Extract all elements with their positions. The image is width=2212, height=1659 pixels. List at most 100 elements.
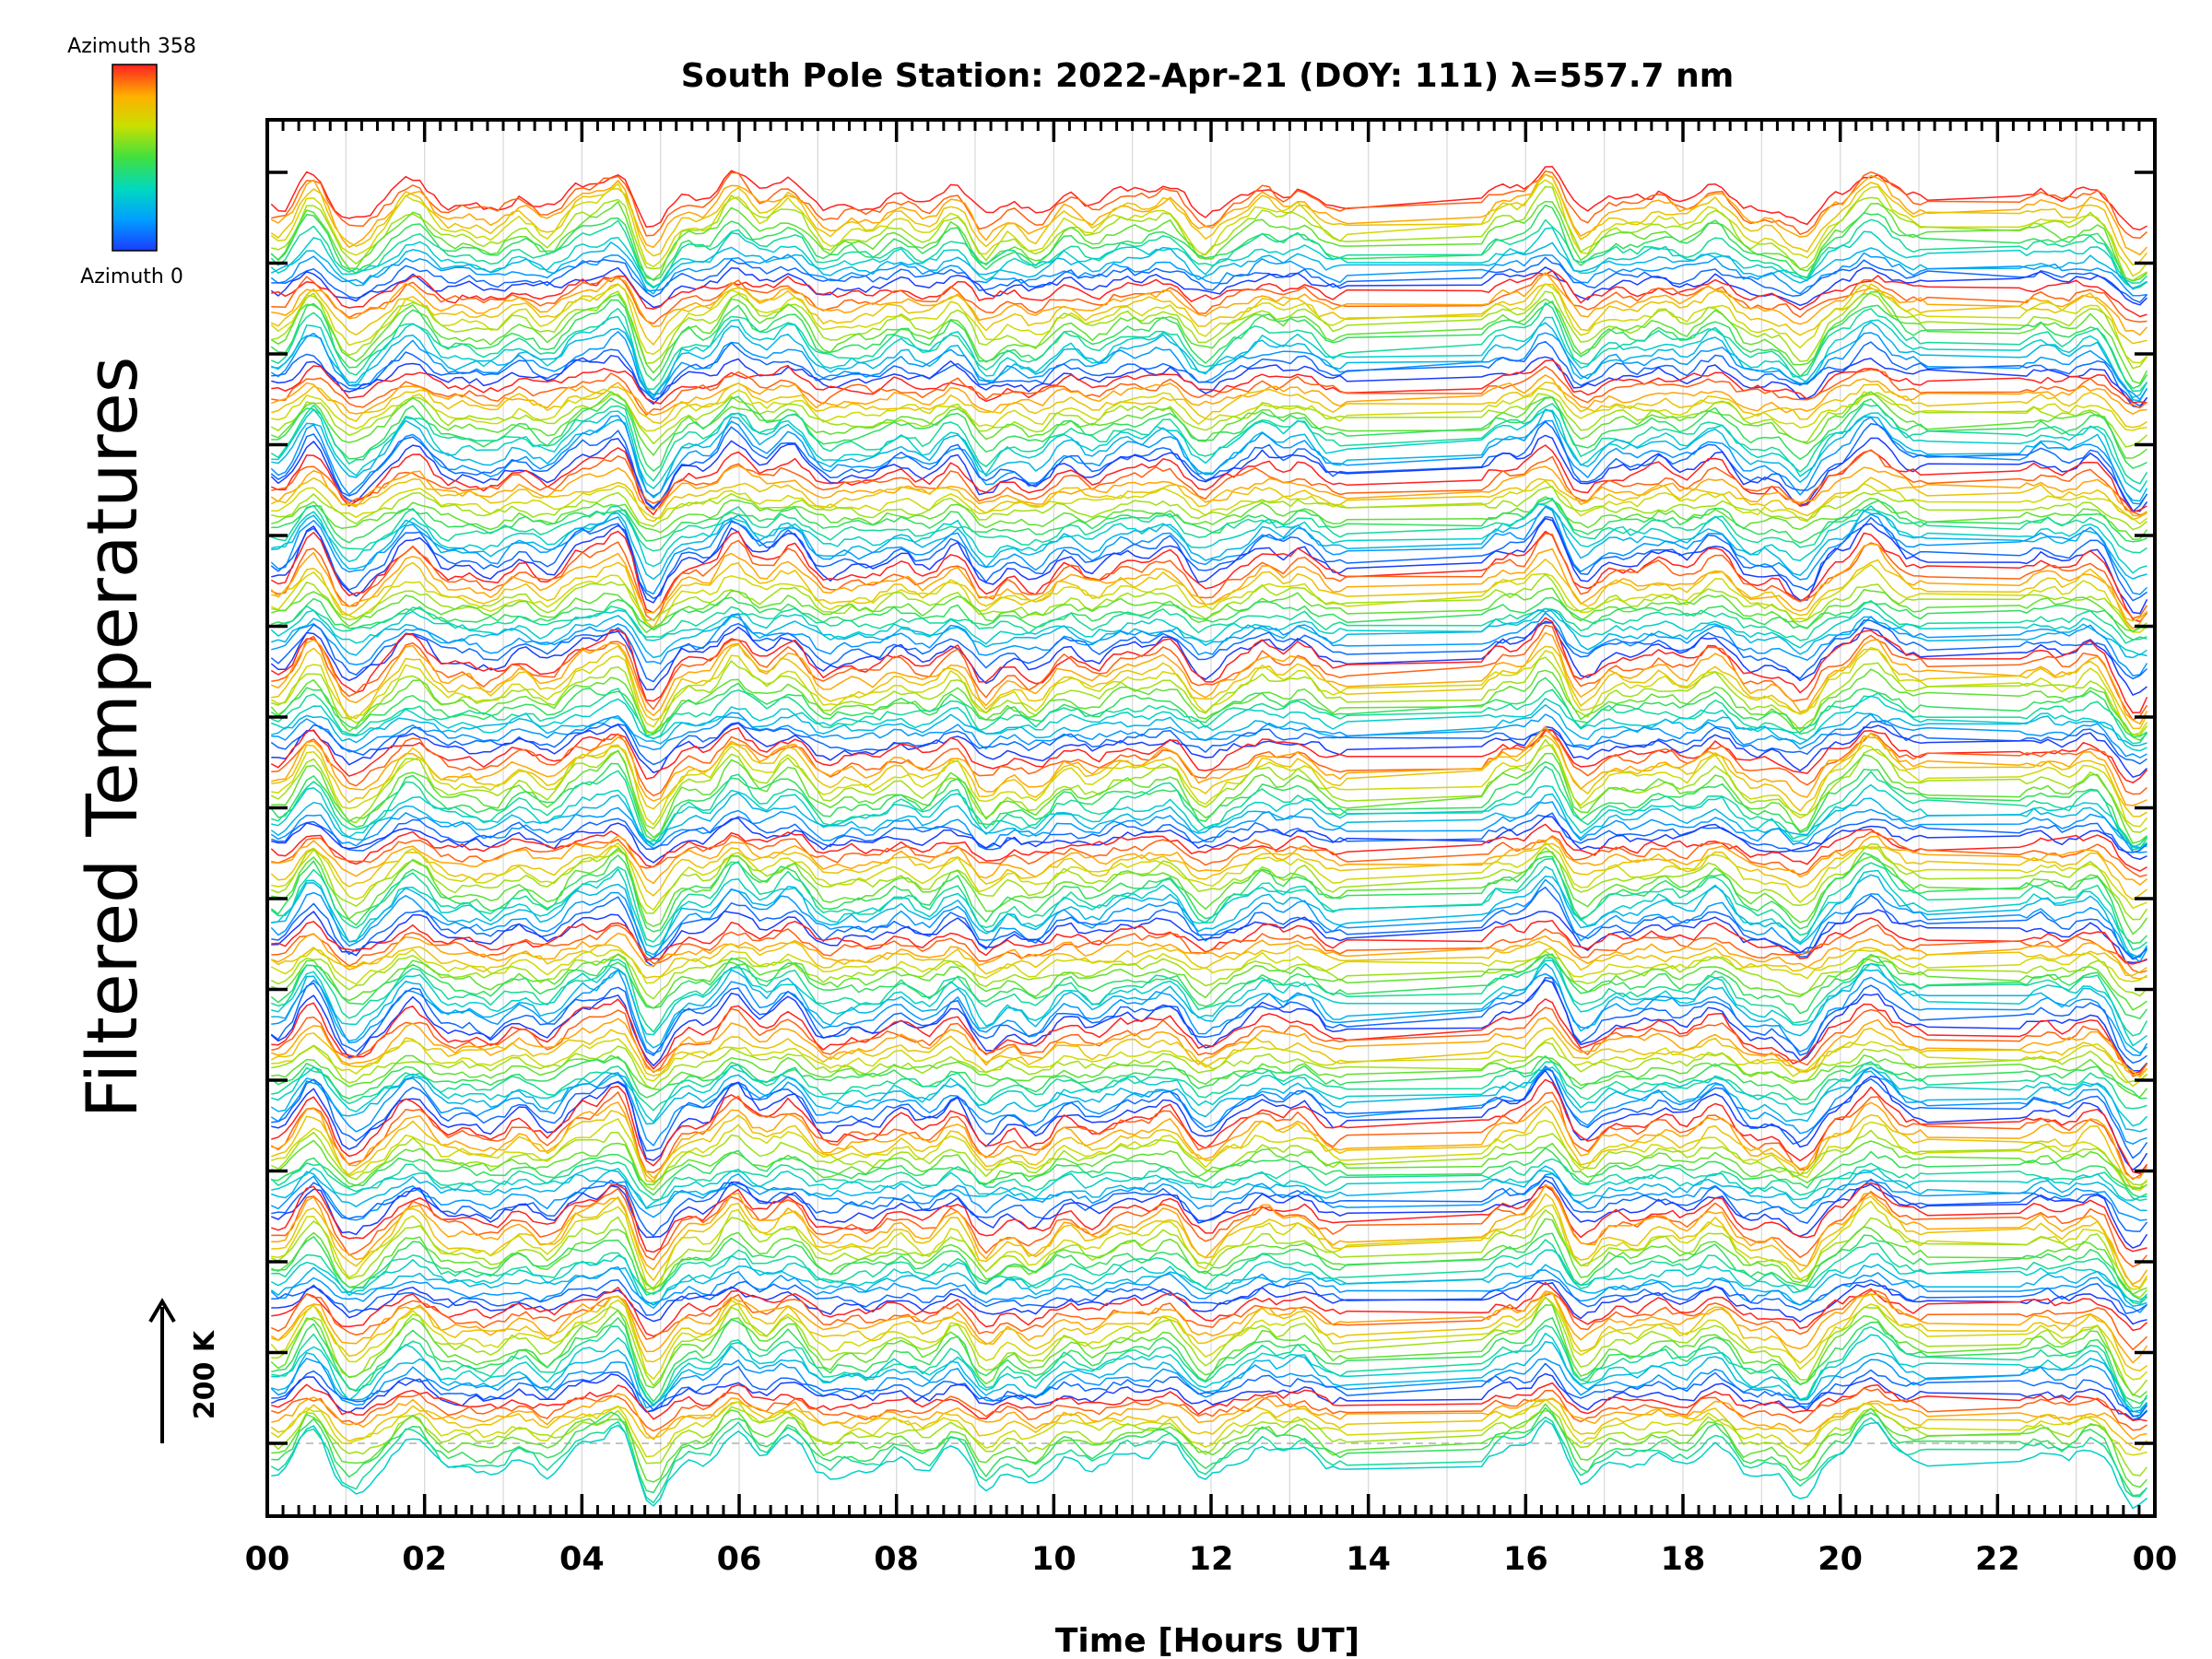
colorbar-top-label: Azimuth 358 xyxy=(67,35,196,58)
series-line xyxy=(271,1341,2148,1418)
series-line xyxy=(270,283,2148,364)
series-line xyxy=(271,1037,2148,1088)
series-line xyxy=(271,1017,2148,1077)
series-line xyxy=(271,1139,2147,1190)
series-line xyxy=(271,830,2147,877)
series-line xyxy=(270,166,2147,231)
series-line xyxy=(270,283,2147,346)
series-line xyxy=(271,301,2148,393)
series-line xyxy=(271,932,2147,980)
series-line xyxy=(270,415,2148,505)
x-tick-label: 10 xyxy=(1031,1541,1077,1578)
series-line xyxy=(271,744,2148,828)
series-line xyxy=(271,835,2147,886)
series-line xyxy=(271,765,2148,848)
series-line xyxy=(271,1387,2147,1432)
series-line xyxy=(271,962,2147,1054)
series-line xyxy=(270,842,2147,900)
series-line xyxy=(270,290,2148,384)
x-tick-label: 00 xyxy=(2133,1541,2178,1578)
series-line xyxy=(271,517,2148,615)
series-line xyxy=(270,1172,2147,1221)
series-line xyxy=(271,1200,2148,1291)
series-line xyxy=(270,940,2147,979)
series-line xyxy=(270,266,2148,309)
series-line xyxy=(270,620,2147,696)
series-line xyxy=(271,395,2147,472)
series-line xyxy=(271,1166,2147,1209)
series-line xyxy=(271,733,2147,818)
series-line xyxy=(271,712,2147,759)
series-line xyxy=(271,1218,2147,1296)
series-line xyxy=(270,477,2147,523)
series-line xyxy=(271,688,2148,745)
series-line xyxy=(271,496,2148,541)
series-line xyxy=(271,1165,2147,1212)
colorbar-bottom-label: Azimuth 0 xyxy=(80,265,183,288)
series-line xyxy=(270,530,2148,623)
x-tick-label: 02 xyxy=(402,1541,447,1578)
series-line xyxy=(270,760,2148,851)
scale-bar: 200 K xyxy=(148,1298,221,1443)
series-line xyxy=(271,449,2147,516)
series-line xyxy=(271,408,2148,502)
y-axis-label: Filtered Temperatures xyxy=(71,357,153,1119)
series-line xyxy=(271,391,2147,459)
series-line xyxy=(271,841,2147,912)
series-line xyxy=(271,612,2148,677)
series-line xyxy=(270,1406,2148,1477)
series-line xyxy=(270,179,2148,277)
series-line xyxy=(271,269,2147,318)
series-line xyxy=(270,852,2148,945)
series-line xyxy=(271,631,2148,725)
x-tick-label: 04 xyxy=(559,1541,605,1578)
series-line xyxy=(271,1041,2147,1090)
series-line xyxy=(270,200,2147,282)
series-line xyxy=(270,403,2148,485)
series-line xyxy=(271,1317,2147,1405)
series-line xyxy=(271,1193,2148,1288)
series-line xyxy=(271,1182,2147,1253)
series-line xyxy=(271,959,2147,1047)
colorbar-gradient xyxy=(112,64,158,252)
series-line xyxy=(271,1278,2147,1316)
series-line xyxy=(271,1064,2148,1127)
series-line xyxy=(270,241,2147,295)
series-line xyxy=(271,643,2148,730)
series-line xyxy=(271,1175,2148,1237)
scale-bar-label: 200 K xyxy=(189,1329,221,1419)
series-line xyxy=(270,515,2147,602)
series-line xyxy=(271,749,2147,844)
series-group xyxy=(270,166,2148,1510)
series-line xyxy=(270,720,2147,766)
series-line xyxy=(270,668,2148,741)
series-line xyxy=(271,1296,2148,1396)
series-line xyxy=(271,1100,2148,1182)
x-tick-label: 08 xyxy=(874,1541,919,1578)
series-line xyxy=(270,677,2147,738)
series-line xyxy=(271,498,2147,554)
series-line xyxy=(270,823,2147,872)
series-line xyxy=(271,1147,2147,1198)
series-line xyxy=(271,909,2147,968)
x-tick-label: 14 xyxy=(1346,1541,1391,1578)
series-line xyxy=(270,173,2148,266)
series-line xyxy=(271,185,2147,282)
series-line xyxy=(271,874,2148,959)
series-line xyxy=(271,290,2148,370)
series-line xyxy=(271,408,2148,493)
series-line xyxy=(271,783,2147,851)
x-tick-label: 22 xyxy=(1975,1541,2020,1578)
x-tick-label: 00 xyxy=(245,1541,290,1578)
series-line xyxy=(271,503,2147,574)
series-line xyxy=(271,1068,2148,1159)
series-line xyxy=(270,1289,2148,1351)
series-line xyxy=(270,506,2148,595)
series-line xyxy=(271,865,2147,959)
chart-title: South Pole Station: 2022-Apr-21 (DOY: 11… xyxy=(681,57,1735,95)
series-line xyxy=(271,1324,2148,1409)
series-line xyxy=(271,1232,2147,1300)
series-line xyxy=(270,619,2148,683)
series-line xyxy=(270,1264,2147,1310)
